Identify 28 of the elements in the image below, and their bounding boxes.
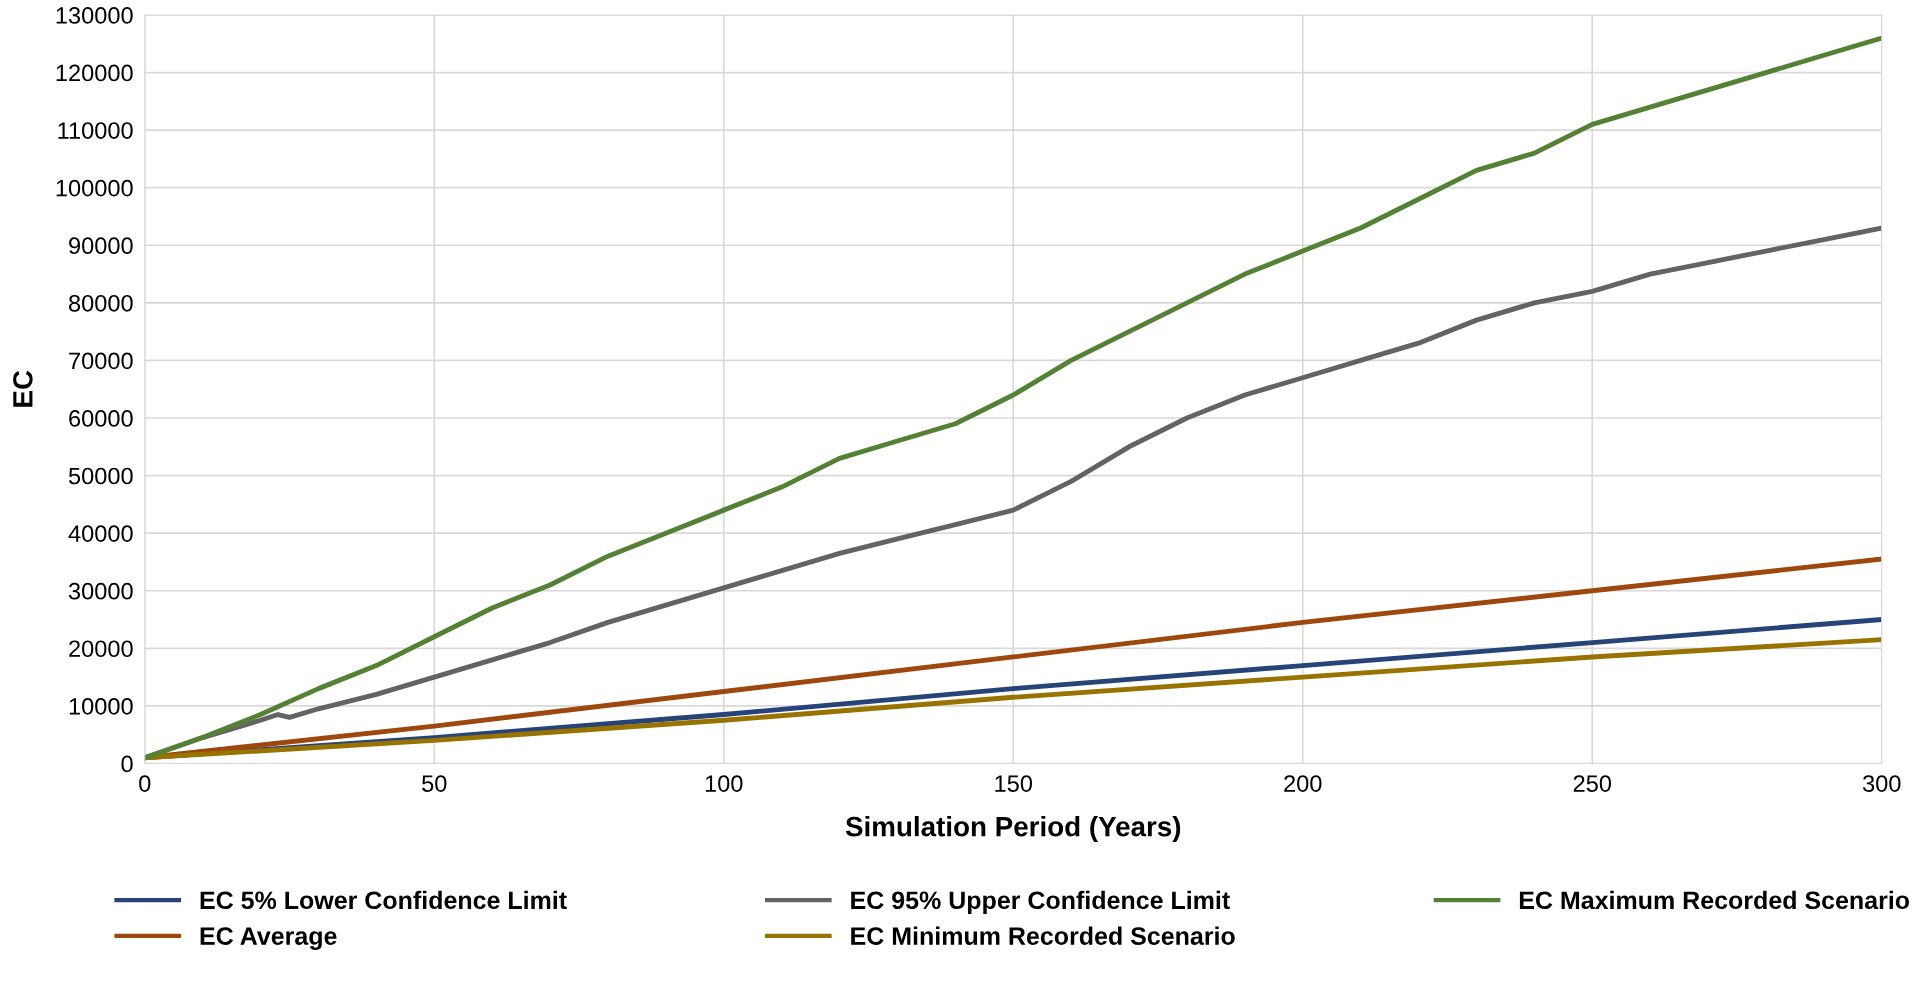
legend-label: EC Average bbox=[200, 927, 337, 950]
y-tick-label: 90000 bbox=[69, 237, 133, 255]
y-tick-label: 130000 bbox=[56, 7, 133, 24]
y-axis-title: EC bbox=[13, 370, 33, 407]
y-tick-label: 120000 bbox=[56, 64, 133, 82]
x-axis-title: Simulation Period (Years) bbox=[845, 816, 1181, 842]
y-tick-label: 40000 bbox=[68, 525, 133, 542]
y-tick-label: 70000 bbox=[69, 352, 133, 370]
y-tick-label: 0 bbox=[121, 755, 133, 773]
legend-label: EC Minimum Recorded Scenario bbox=[851, 926, 1235, 945]
y-tick-label: 80000 bbox=[69, 294, 133, 312]
x-tick-label: 250 bbox=[1573, 775, 1612, 792]
y-tick-label: 110000 bbox=[58, 122, 133, 139]
x-tick-label: 150 bbox=[995, 775, 1033, 792]
y-tick-label: 60000 bbox=[69, 410, 133, 427]
x-tick-label: 50 bbox=[422, 775, 447, 792]
y-tick-label: 100000 bbox=[56, 179, 133, 197]
x-tick-label: 100 bbox=[705, 775, 743, 792]
y-tick-label: 10000 bbox=[69, 697, 133, 715]
x-tick-label: 0 bbox=[139, 775, 151, 792]
legend-label: EC Maximum Recorded Scenario bbox=[1519, 890, 1910, 910]
legend-label: EC 95% Upper Confidence Limit bbox=[851, 890, 1230, 915]
legend-label: EC 5% Lower Confidence Limit bbox=[200, 890, 567, 910]
x-tick-label: 200 bbox=[1284, 775, 1322, 792]
y-tick-label: 30000 bbox=[68, 582, 133, 600]
y-tick-label: 20000 bbox=[69, 640, 133, 658]
y-tick-label: 50000 bbox=[68, 467, 133, 485]
x-tick-label: 300 bbox=[1862, 775, 1901, 792]
